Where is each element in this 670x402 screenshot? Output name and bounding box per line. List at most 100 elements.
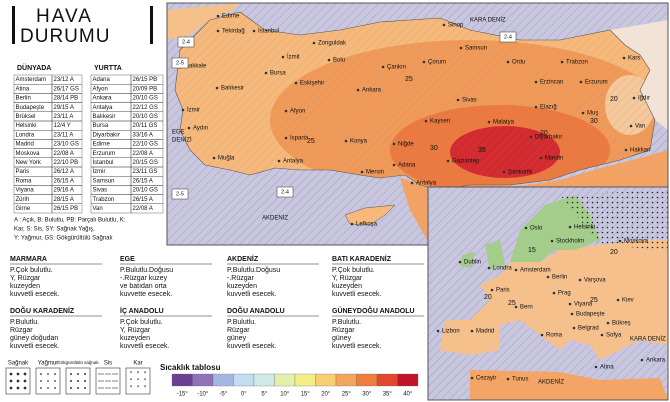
rain-area [560,190,668,250]
city-dot [632,96,636,100]
city-label: Niğde [398,142,414,148]
sea-label: KARA DENİZ [630,336,666,343]
city-label: İstanbul [258,28,279,35]
region-name: İÇ ANADOLU [120,307,164,315]
list-value: 20/10 GS [133,114,158,120]
scale-swatch [315,373,337,387]
wind-label: 2-4 [281,189,289,195]
city-label: Lefkoşa [356,222,378,228]
symbol-glyph [47,387,49,389]
symbol-box [65,367,91,395]
sea-label: DENİZİ [172,137,192,144]
symbol-glyph [9,372,13,376]
list-city: Moskova [16,151,41,157]
city-dot [534,105,538,109]
list-value: 22/08 A [133,206,153,212]
symbol-label: Gökgürültülü sağnak [57,360,99,365]
isotherm-label: 25 [405,76,413,83]
region-name: BATI KARADENİZ [332,255,392,263]
region-text: kuzeyden [120,335,150,342]
city-label: Malatya [493,120,515,126]
city-label: Trabzon [566,60,588,66]
symbol-glyph [16,386,20,390]
scale-swatch [376,373,398,387]
isotherm-label: 20 [610,249,618,256]
list-value: 22/08 A [133,151,153,157]
city-label: Sivas [462,98,477,104]
isotherm-label: 30 [590,118,598,125]
city-dot [529,135,533,139]
list-city: Atina [16,86,30,92]
region-text: P.Çok bulutlu. [10,267,53,274]
city-label: Aydın [193,126,208,132]
city-dot [578,278,582,282]
scale-label: 15° [301,392,311,398]
land-hatch [175,12,655,190]
city-label: Lizbon [442,329,460,335]
city-dot [624,148,628,152]
isotherm-label: 25 [508,300,516,307]
city-label: Paris [496,288,510,294]
region-text: Y, Rüzgar [332,275,363,282]
symbol-glyph: * [144,379,147,385]
city-dot [284,136,288,140]
region-text: Y, Rüzgar [10,275,41,282]
region-text: kuvvetli esecek. [332,291,381,298]
city-dot [392,163,396,167]
scale-swatch [397,373,419,387]
city-label: Çankırı [387,65,407,71]
city-dot [187,126,191,130]
city-label: Kars [628,56,640,62]
symbol-glyph [77,380,79,382]
scale-label: 30° [362,392,372,398]
region-text: P.Bulutlu. [227,319,256,326]
list-value: 26/15 PB [133,77,158,83]
border [174,11,656,191]
city-dot [546,275,550,279]
city-dot [424,119,428,123]
title-line: HAVA [36,6,93,27]
city-label: Sinop [448,23,464,29]
africa [470,370,668,400]
scale-label: 10° [280,392,290,398]
symbol-glyph [54,373,56,375]
city-dot [490,288,494,292]
symbol-glyph: * [137,379,140,385]
symbol-label: Yağmur [38,361,59,367]
wind-label: 2-4 [504,34,512,40]
list-value: 20/11 GS [133,123,158,129]
region-text: kuvvetli esecek. [10,291,59,298]
city-dot [600,333,604,337]
scale-swatch [294,373,316,387]
region-text: P.Bulutlu. [10,319,39,326]
city-label: Konya [350,139,368,145]
region-text: kuvvetli esecek. [120,343,169,350]
city-label: Dublin [464,260,481,266]
city-dot [622,56,626,60]
sea-label: EGE [172,130,185,136]
city-dot [506,377,510,381]
city-label: Tekirdağ [222,29,245,35]
list-cell [51,203,83,214]
symbol-glyph [47,380,49,382]
isotherm-label: 15 [528,247,536,254]
abbreviation-note: Kar, S: Sis, SY: Sağnak Yağış, [14,227,95,233]
symbol-glyph [9,379,13,383]
symbol-glyph [70,387,72,389]
city-dot [514,305,518,309]
wind-box [499,31,517,43]
list-city: New York [16,160,42,166]
city-label: Bükreş [612,321,631,327]
city-label: Elazığ [540,105,557,111]
city-dot [514,268,518,272]
city-label: Londra [493,266,512,272]
list-city: Sivas [93,188,108,194]
scale-swatch [356,373,378,387]
region-text: kuvvetli esecek. [227,291,276,298]
symbol-glyph: * [130,372,133,378]
city-dot [350,222,354,226]
isotherm-label: 25 [307,138,315,145]
wind-label: 2-5 [176,60,184,66]
city-label: Çanakkale [178,64,207,70]
city-label: Zonguldak [318,41,347,47]
